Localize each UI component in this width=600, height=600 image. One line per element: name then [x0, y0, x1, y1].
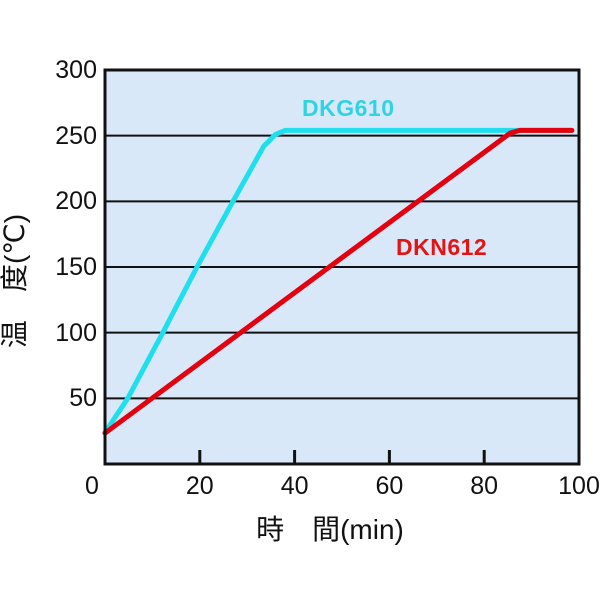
y-tick-label-50: 50 — [69, 384, 97, 413]
y-tick-label-100: 100 — [55, 318, 97, 347]
y-tick-label-250: 250 — [55, 121, 97, 150]
y-tick-label-300: 300 — [55, 56, 97, 84]
x-tick-label-60: 60 — [375, 472, 404, 500]
x-tick-label-0: 0 — [85, 472, 99, 500]
series-line-dkn612 — [102, 127, 575, 436]
series-label-dkg610: DKG610 — [302, 95, 395, 121]
series-line-dkg610 — [102, 127, 575, 435]
x-tick-label-80: 80 — [470, 472, 499, 500]
y-tick-label-150: 150 — [55, 253, 97, 281]
series-label-dkn612: DKN612 — [396, 234, 488, 260]
x-tick-label-20: 20 — [185, 472, 214, 500]
x-tick-label-100: 100 — [558, 472, 600, 500]
plot-border — [103, 68, 581, 466]
x-axis-title: 時 間(min) — [256, 514, 404, 545]
y-tick-label-200: 200 — [55, 187, 97, 216]
x-tick-label-40: 40 — [280, 472, 309, 500]
